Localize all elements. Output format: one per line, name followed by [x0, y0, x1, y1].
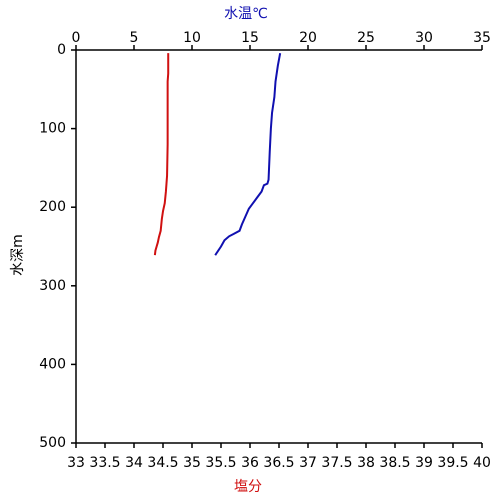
- x-tick-label: 35.5: [205, 455, 236, 471]
- x2-axis-label: 水温℃: [224, 6, 268, 22]
- x-tick-label: 35: [183, 455, 201, 471]
- x-axis-label: 塩分: [234, 479, 262, 495]
- x-tick-label: 34.5: [147, 455, 178, 471]
- x-tick-label: 39.5: [437, 455, 468, 471]
- x-tick-label: 33: [67, 455, 85, 471]
- y-tick-label: 500: [39, 435, 66, 451]
- x2-tick-label: 25: [357, 30, 375, 46]
- x-tick-label: 36: [241, 455, 259, 471]
- x2-tick-label: 35: [473, 30, 491, 46]
- x2-tick-label: 0: [72, 30, 81, 46]
- profile-line: [153, 53, 170, 256]
- x2-tick-label: 20: [299, 30, 317, 46]
- y-tick-label: 200: [39, 199, 66, 215]
- x-tick-label: 37: [299, 455, 317, 471]
- x-tick-label: 40: [473, 455, 491, 471]
- x-tick-label: 38.5: [379, 455, 410, 471]
- profile-line: [214, 52, 282, 256]
- y-tick-label: 100: [39, 121, 66, 137]
- x-tick-label: 34: [125, 455, 143, 471]
- x-tick-label: 37.5: [321, 455, 352, 471]
- y-tick-label: 300: [39, 278, 66, 294]
- x2-tick-label: 30: [415, 30, 433, 46]
- y-tick-label: 0: [57, 42, 66, 58]
- x-tick-label: 36.5: [263, 455, 294, 471]
- y-tick-label: 400: [39, 356, 66, 372]
- x-tick-label: 38: [357, 455, 375, 471]
- x2-tick-label: 10: [183, 30, 201, 46]
- x-tick-label: 33.5: [89, 455, 120, 471]
- x2-tick-label: 5: [130, 30, 139, 46]
- x-tick-label: 39: [415, 455, 433, 471]
- x2-tick-label: 15: [241, 30, 259, 46]
- y-axis-label: 水深m: [10, 234, 26, 276]
